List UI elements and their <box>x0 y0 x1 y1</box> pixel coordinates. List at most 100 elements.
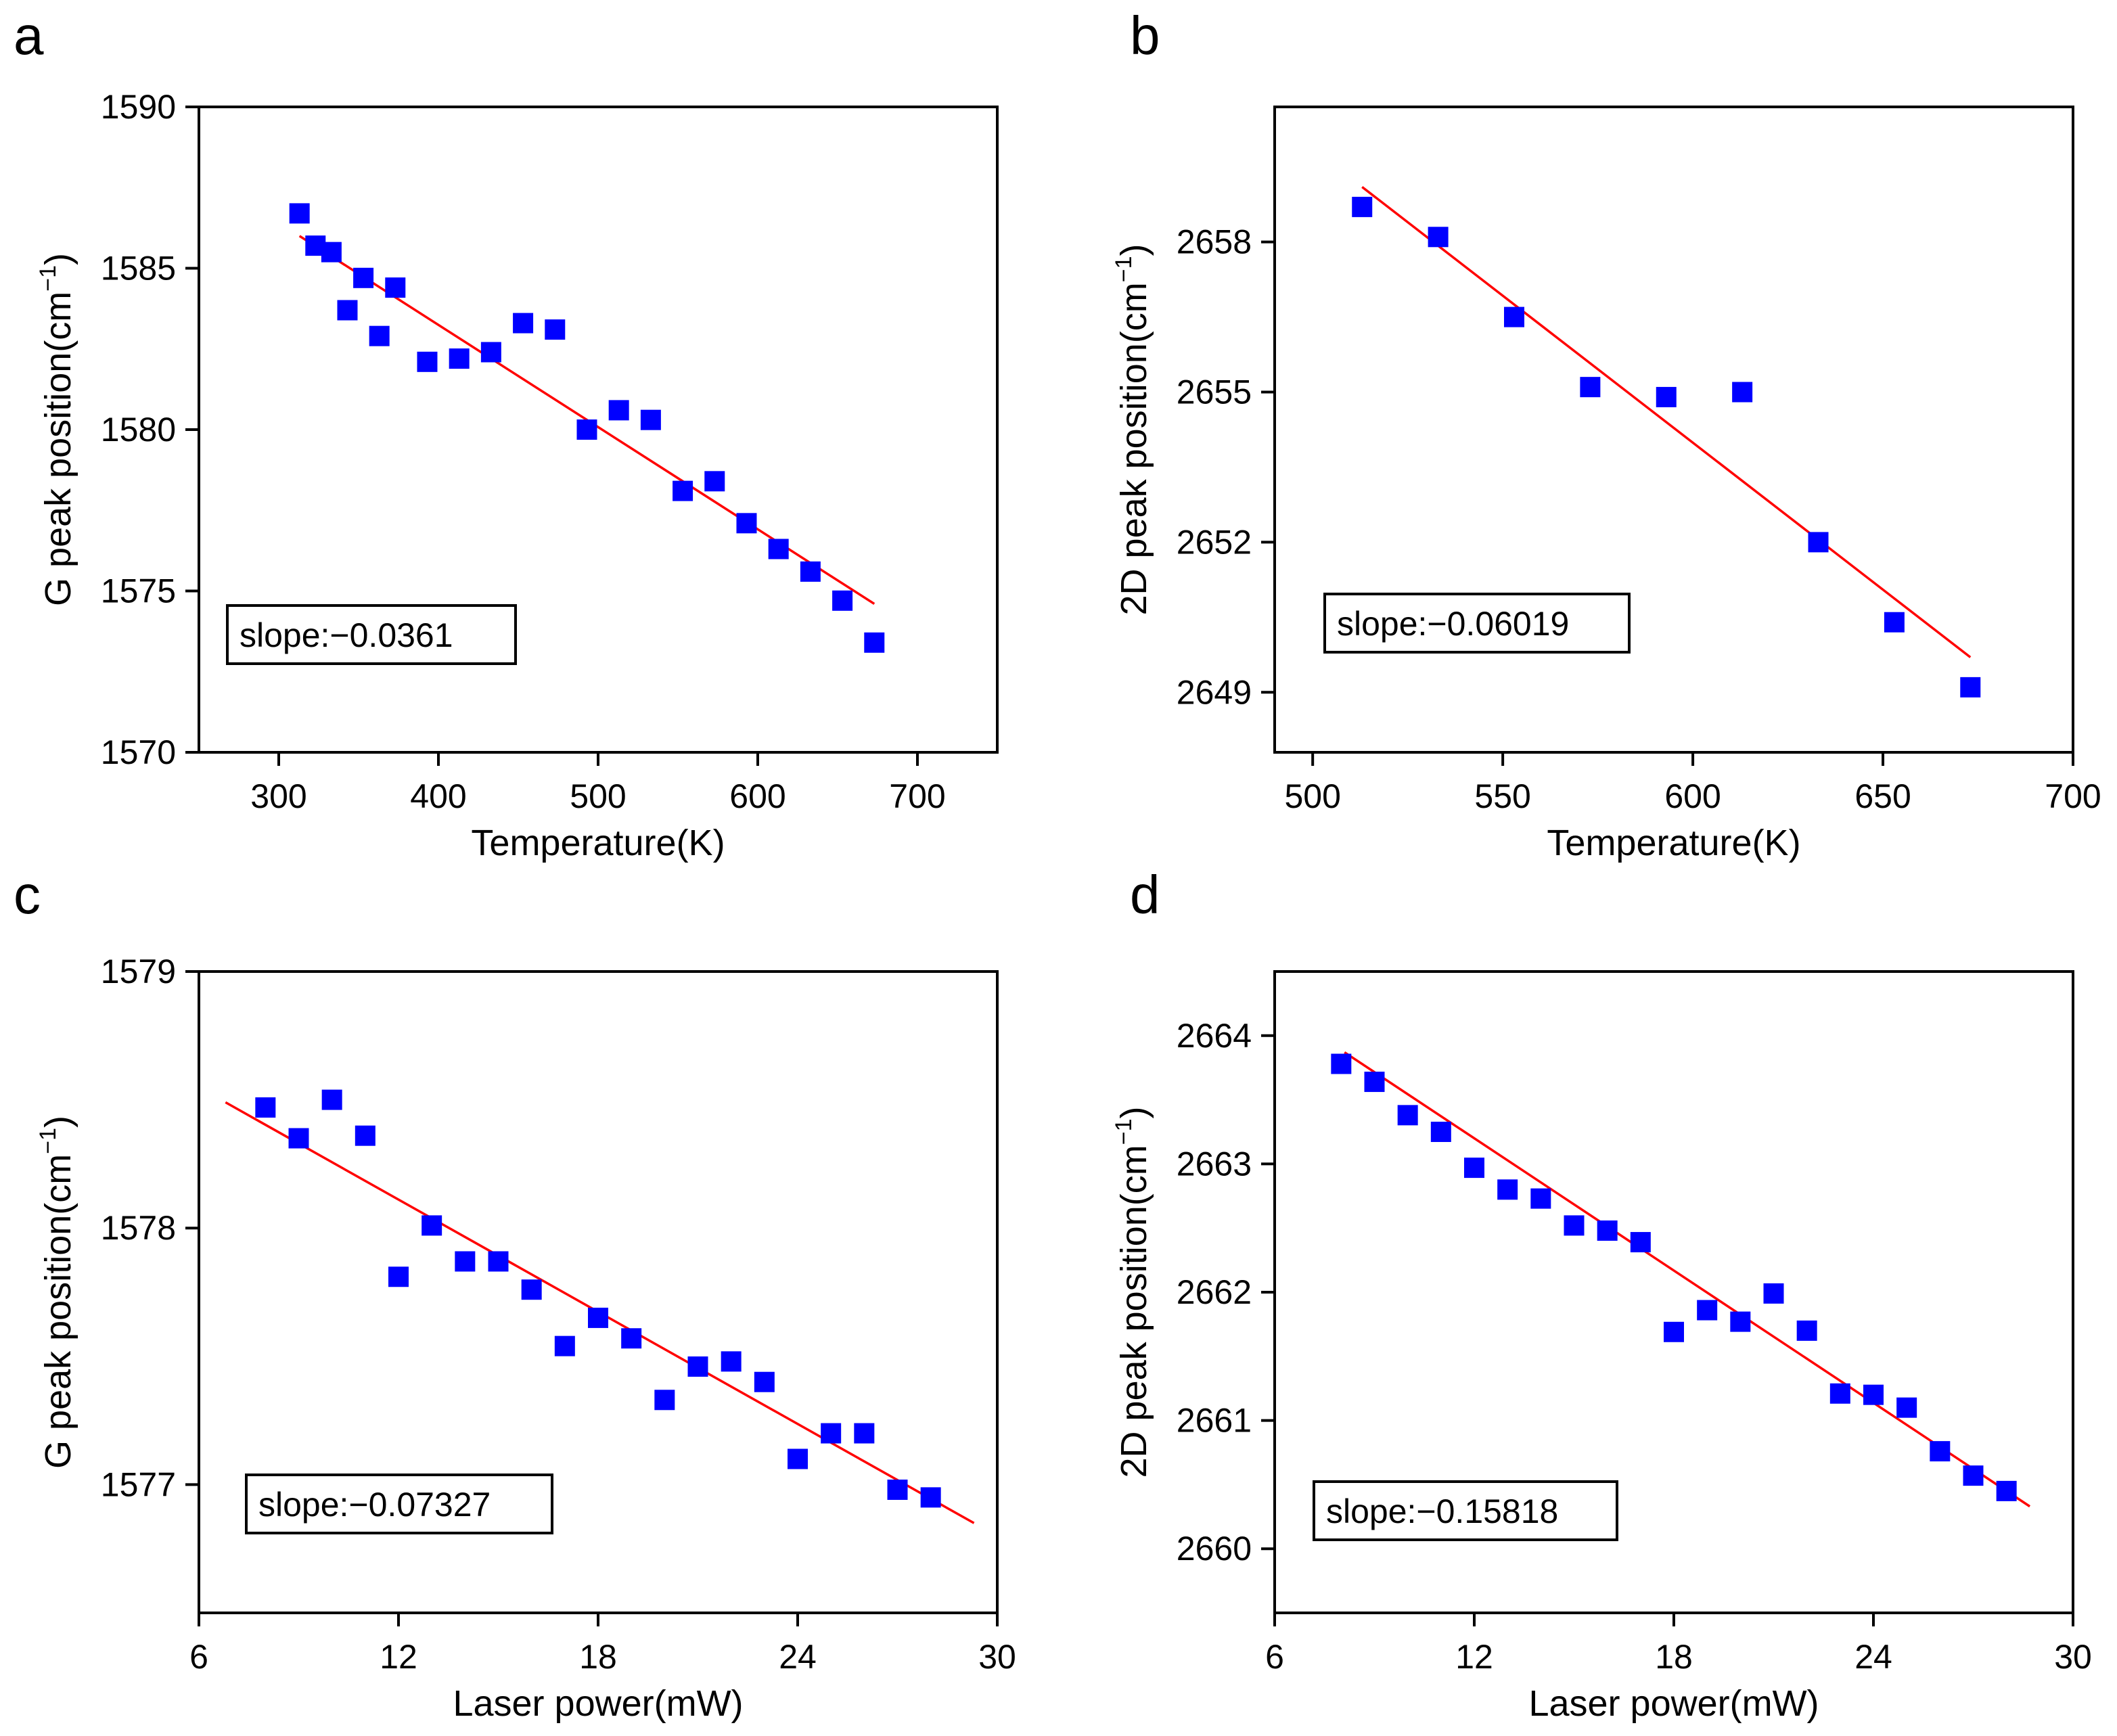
x-axis-label: Laser power(mW) <box>453 1683 743 1724</box>
fit-line <box>1361 185 1972 658</box>
x-tick-label: 24 <box>1854 1638 1892 1676</box>
y-tick-label: 2664 <box>1177 1017 1252 1055</box>
x-tick-label: 400 <box>410 777 466 815</box>
y-tick-label: 2662 <box>1177 1273 1252 1311</box>
panel-b: b 500 550 600 650 700 2649 2652 2655 2658 Temperat… <box>1111 5 2101 863</box>
panel-d: d 6 12 18 24 30 2660 2661 2662 2663 2664 Laser powe… <box>1111 865 2092 1724</box>
data-point <box>521 1279 542 1300</box>
data-point <box>608 400 629 421</box>
data-point <box>289 203 310 224</box>
data-point <box>1564 1215 1585 1236</box>
x-tick-label: 30 <box>978 1638 1016 1676</box>
data-point <box>704 471 725 492</box>
data-point <box>588 1307 608 1328</box>
plot-frame <box>1273 106 2074 754</box>
data-point <box>1331 1053 1352 1074</box>
data-point <box>1656 386 1677 407</box>
y-tick-label: 2649 <box>1177 673 1252 711</box>
y-tick-label: 1590 <box>101 88 176 126</box>
y-tick-label: 1585 <box>101 250 176 288</box>
x-tick-label: 700 <box>2045 777 2101 815</box>
data-point <box>353 267 374 288</box>
y-tick-label: 1580 <box>101 411 176 449</box>
data-point <box>321 242 342 262</box>
data-point <box>1960 677 1981 698</box>
data-point <box>321 1089 342 1110</box>
slope-annotation: slope:−0.15818 <box>1326 1492 1558 1530</box>
y-tick-label: 2663 <box>1177 1145 1252 1183</box>
data-point <box>832 590 853 611</box>
x-tick-label: 30 <box>2054 1638 2092 1676</box>
slope-annotation: slope:−0.07327 <box>258 1486 491 1524</box>
data-point <box>455 1251 476 1272</box>
data-point <box>488 1251 509 1272</box>
data-point <box>1364 1072 1385 1093</box>
panel-label: d <box>1130 865 1160 925</box>
data-point <box>1430 1122 1451 1142</box>
data-point <box>1884 612 1905 633</box>
data-point <box>417 351 438 372</box>
x-tick-label: 6 <box>1265 1638 1284 1676</box>
x-axis-label: Laser power(mW) <box>1528 1683 1819 1724</box>
data-point <box>1504 306 1524 327</box>
data-point <box>480 342 501 363</box>
y-tick-label: 2655 <box>1177 373 1252 411</box>
y-tick-label: 1570 <box>101 733 176 771</box>
x-tick-label: 550 <box>1474 777 1530 815</box>
x-tick-label: 6 <box>189 1638 208 1676</box>
x-tick-label: 18 <box>579 1638 617 1676</box>
y-axis-label: 2D peak position(cm−1) <box>1111 244 1154 616</box>
x-tick-label: 700 <box>889 777 945 815</box>
x-tick-label: 12 <box>380 1638 417 1676</box>
data-point <box>385 277 406 298</box>
data-point <box>1580 377 1601 398</box>
data-point <box>369 325 390 346</box>
fit-line <box>1344 1051 2031 1508</box>
data-point <box>355 1125 375 1146</box>
data-point <box>1930 1441 1951 1462</box>
x-tick-label: 18 <box>1655 1638 1693 1676</box>
data-point <box>1863 1384 1884 1405</box>
y-tick-label: 2661 <box>1177 1402 1252 1440</box>
data-point <box>687 1356 708 1377</box>
x-tick-label: 600 <box>729 777 786 815</box>
data-point <box>1732 382 1753 403</box>
y-tick-label: 1577 <box>101 1465 176 1503</box>
data-point <box>640 409 661 430</box>
data-point <box>1428 227 1449 248</box>
x-tick-label: 600 <box>1664 777 1721 815</box>
data-point <box>800 561 821 582</box>
data-point <box>768 539 789 559</box>
data-point <box>1829 1383 1850 1404</box>
data-point <box>654 1390 675 1411</box>
y-axis-label: 2D peak position(cm−1) <box>1111 1107 1154 1478</box>
data-point <box>513 313 534 334</box>
data-point <box>422 1215 442 1236</box>
x-axis-label: Temperature(K) <box>471 823 725 863</box>
data-point <box>621 1328 642 1349</box>
data-point <box>821 1423 842 1444</box>
x-tick-label: 500 <box>570 777 626 815</box>
data-point <box>1664 1321 1684 1342</box>
data-point <box>1808 532 1829 553</box>
slope-annotation-box <box>1323 593 1631 654</box>
data-point <box>1597 1220 1618 1241</box>
y-tick-label: 2652 <box>1177 523 1252 561</box>
data-point <box>673 480 693 501</box>
y-tick-label: 2660 <box>1177 1530 1252 1568</box>
x-axis-label: Temperature(K) <box>1547 823 1800 863</box>
data-point <box>554 1335 575 1356</box>
x-tick-label: 300 <box>250 777 306 815</box>
data-point <box>736 513 757 534</box>
slope-annotation: slope:−0.06019 <box>1337 605 1569 643</box>
x-tick-label: 12 <box>1455 1638 1493 1676</box>
data-point <box>255 1097 276 1118</box>
y-tick-label: 1575 <box>101 572 176 610</box>
data-point <box>1697 1300 1718 1321</box>
slope-annotation-box <box>226 604 517 665</box>
slope-annotation: slope:−0.0361 <box>240 616 453 654</box>
data-point <box>788 1448 808 1469</box>
data-point <box>887 1479 908 1500</box>
data-point <box>1352 196 1373 217</box>
x-tick-label: 500 <box>1284 777 1340 815</box>
